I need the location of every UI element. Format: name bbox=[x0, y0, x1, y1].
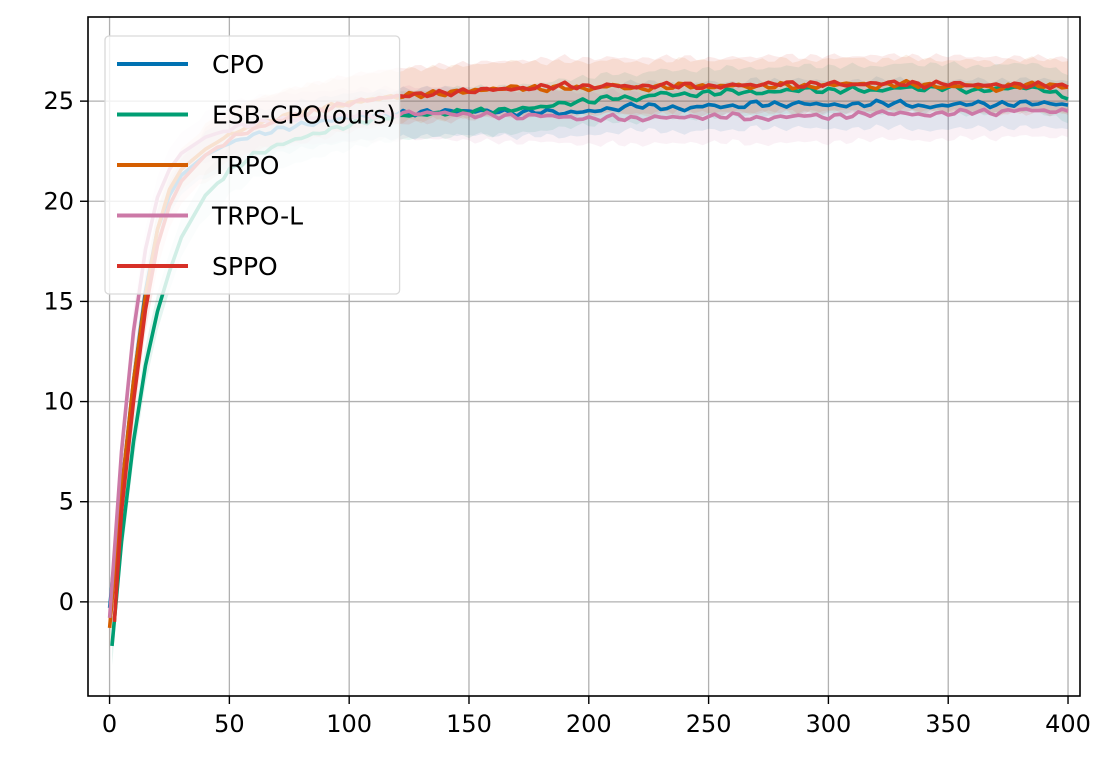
y-tick-label: 20 bbox=[43, 187, 74, 215]
legend-box bbox=[104, 35, 401, 295]
y-tick-label: 10 bbox=[43, 388, 74, 416]
x-tick-label: 50 bbox=[214, 710, 245, 738]
x-tick-label: 250 bbox=[686, 710, 732, 738]
x-tick-label: 150 bbox=[446, 710, 492, 738]
x-tick-label: 350 bbox=[925, 710, 971, 738]
legend-label-esb-cpo-ours-: ESB-CPO(ours) bbox=[212, 101, 396, 130]
axis-ticks: 0 50 100 150 200 250 300 350 400 0 5 10 15 20 25 bbox=[43, 87, 1090, 738]
x-tick-label: 0 bbox=[102, 710, 117, 738]
y-tick-label: 25 bbox=[43, 87, 74, 115]
x-tick-label: 300 bbox=[805, 710, 851, 738]
x-tick-label: 200 bbox=[566, 710, 612, 738]
legend-label-trpo: TRPO bbox=[211, 151, 279, 180]
y-tick-label: 5 bbox=[59, 488, 74, 516]
x-tick-label: 100 bbox=[326, 710, 372, 738]
plot-frame bbox=[87, 16, 1081, 697]
legend-label-trpo-l: TRPO-L bbox=[211, 202, 303, 231]
legend-label-sppo: SPPO bbox=[212, 252, 278, 281]
legend: CPO ESB-CPO(ours) TRPO TRPO-L SPPO bbox=[104, 35, 401, 295]
x-tick-label: 400 bbox=[1045, 710, 1091, 738]
legend-label-cpo: CPO bbox=[212, 50, 264, 79]
y-tick-label: 0 bbox=[59, 588, 74, 616]
y-tick-label: 15 bbox=[43, 287, 74, 315]
